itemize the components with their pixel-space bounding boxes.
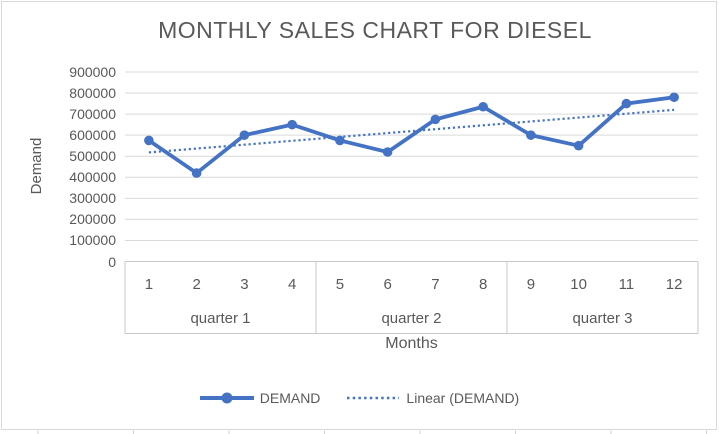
legend-item-linear-demand[interactable]: Linear (DEMAND) — [346, 390, 519, 406]
chart-title: MONTHLY SALES CHART FOR DIESEL — [158, 17, 592, 43]
month-label: 1 — [144, 276, 154, 293]
month-label: 7 — [431, 276, 440, 293]
month-label: 2 — [192, 276, 201, 293]
month-label: 11 — [618, 276, 635, 293]
y-tick-label: 800000 — [69, 85, 116, 102]
month-label: 10 — [570, 276, 587, 293]
month-label: 9 — [526, 276, 536, 293]
month-label: 8 — [478, 276, 488, 293]
y-tick-label: 0 — [108, 253, 116, 270]
legend-label-linear-demand: Linear (DEMAND) — [406, 390, 520, 406]
y-tick-label: 600000 — [69, 127, 116, 144]
y-tick-label: 400000 — [69, 169, 116, 186]
month-label: 12 — [665, 276, 683, 293]
month-label: 4 — [287, 276, 297, 293]
y-tick-label: 100000 — [69, 232, 116, 249]
legend: DEMAND Linear (DEMAND) — [0, 390, 719, 406]
month-label: 6 — [383, 276, 392, 293]
quarter-label: quarter 3 — [572, 310, 633, 327]
month-label: 3 — [240, 276, 249, 293]
month-label: 5 — [335, 276, 345, 293]
quarter-label: quarter 1 — [190, 310, 251, 327]
x-axis-title: Months — [385, 335, 438, 352]
y-tick-label: 300000 — [69, 190, 116, 207]
y-tick-label: 200000 — [69, 211, 116, 228]
demand-line-marker-swatch — [199, 392, 254, 404]
legend-item-demand[interactable]: DEMAND — [199, 390, 321, 406]
quarter-label: quarter 2 — [381, 310, 442, 327]
linear-trendline-swatch — [346, 392, 400, 404]
y-tick-label: 700000 — [69, 106, 116, 123]
legend-label-demand: DEMAND — [259, 390, 321, 406]
y-tick-label: 500000 — [69, 148, 116, 165]
y-tick-label: 900000 — [69, 64, 116, 80]
